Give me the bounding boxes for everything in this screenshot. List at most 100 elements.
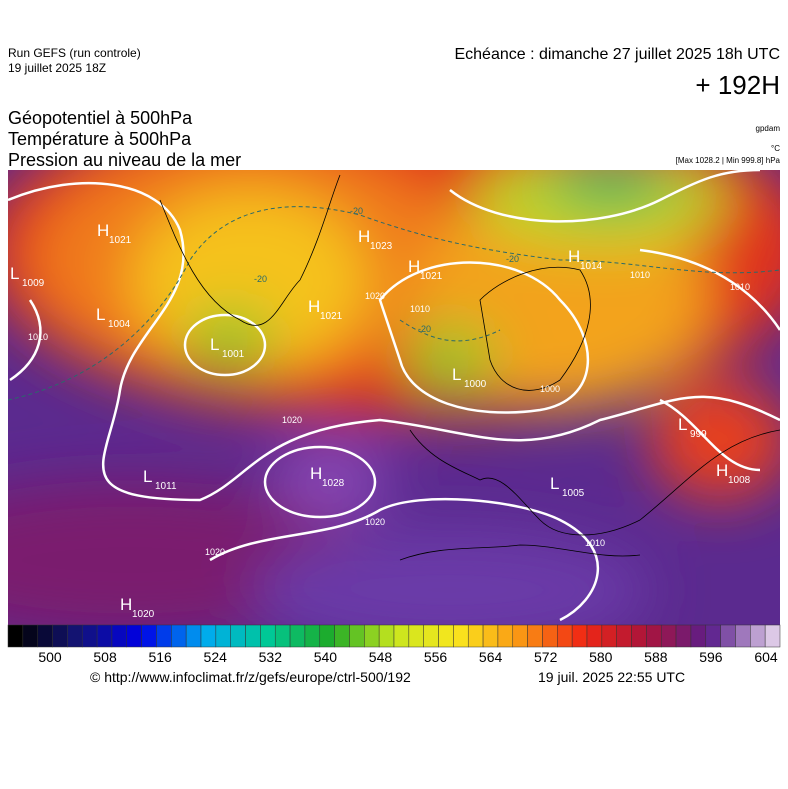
colorbar-swatch: [705, 624, 721, 648]
center-letter: H: [120, 595, 132, 614]
colorbar-swatch: [141, 624, 157, 648]
title: Température à 500hPa: [8, 129, 192, 149]
colorbar-swatch: [185, 624, 202, 648]
center-value: 1005: [562, 488, 585, 499]
isobar-label: 1020: [282, 415, 302, 425]
isobar-label: 1010: [630, 270, 650, 280]
isobar-label: 1010: [585, 538, 605, 548]
isobar-label: 1010: [28, 332, 48, 342]
colorbar-swatch: [37, 624, 53, 648]
isotherm-label: -20: [418, 324, 431, 334]
colorbar-label: 524: [204, 649, 228, 665]
center-value: 1004: [108, 319, 131, 330]
colorbar-label: 596: [699, 649, 723, 665]
title: Géopotentiel à 500hPa: [8, 108, 193, 128]
colorbar-swatch: [111, 624, 128, 648]
isobars: [8, 170, 780, 622]
center-letter: H: [97, 221, 109, 240]
run-name: Run GEFS (run controle): [8, 46, 141, 60]
center-value: 1021: [320, 311, 343, 322]
colorbar-swatch: [750, 624, 766, 648]
colorbar-swatch: [512, 624, 528, 648]
center-letter: L: [143, 467, 152, 486]
colorbar-label: 500: [38, 649, 62, 665]
coastlines: [159, 174, 780, 561]
colorbar-swatch: [631, 624, 647, 648]
field: [8, 170, 780, 625]
colorbar-swatch: [334, 624, 350, 648]
center-value: 1001: [222, 349, 245, 360]
source-url: © http://www.infoclimat.fr/z/gefs/europe…: [90, 669, 411, 685]
colorbar-swatch: [735, 624, 751, 648]
center-value: 1028: [322, 478, 345, 489]
colorbar-swatch: [438, 624, 454, 648]
colorbar-label: 604: [754, 649, 778, 665]
colorbar-label: 548: [369, 649, 393, 665]
center-value: 1000: [464, 379, 487, 390]
center-letter: L: [10, 264, 19, 283]
center-letter: L: [550, 474, 559, 493]
pressure-centers: H1021L1009L1004L1001H1023H1021H1021H1014…: [10, 221, 751, 620]
colorbar-label: 508: [93, 649, 117, 665]
colorbar-swatch: [393, 624, 410, 648]
contour-labels: 1020 1010 1020 1020 1020 1010 1010 1010 1010 1000…: [28, 206, 750, 557]
center-letter: H: [408, 257, 420, 276]
center-value: 999: [690, 429, 707, 440]
colorbar-swatch: [408, 624, 424, 648]
colorbar-swatch: [616, 624, 632, 648]
colorbar-swatch: [67, 624, 83, 648]
colorbar-swatch: [646, 624, 662, 648]
colorbar-swatch: [215, 624, 231, 648]
valid-time: Echéance : dimanche 27 juillet 2025 18h …: [454, 46, 780, 63]
colorbar-label: 556: [424, 649, 448, 665]
colorbar-swatch: [423, 624, 439, 648]
colorbar-swatch: [349, 624, 365, 648]
colorbar-label: 564: [479, 649, 503, 665]
colorbar-swatch: [7, 624, 24, 648]
isotherm-label: -20: [506, 254, 519, 264]
colorbar-swatch: [126, 624, 142, 648]
center-value: 1020: [132, 609, 155, 620]
colorbar-swatch: [601, 624, 617, 648]
colorbar-swatch: [319, 624, 335, 648]
colorbar-swatch: [156, 624, 172, 648]
center-value: 1011: [155, 481, 177, 492]
colorbar-swatch: [467, 624, 484, 648]
colorbar-swatch: [364, 624, 380, 648]
colorbar-label: 572: [534, 649, 558, 665]
colorbar-swatch: [274, 624, 291, 648]
colorbar-label: 588: [644, 649, 668, 665]
colorbar-label: 540: [314, 649, 338, 665]
center-letter: H: [358, 227, 370, 246]
center-letter: L: [452, 365, 461, 384]
colorbar-swatch: [690, 624, 707, 648]
isotherm-label: -20: [350, 206, 363, 216]
colorbar-swatch: [482, 624, 499, 648]
isotherms: [8, 206, 780, 401]
colorbar-swatch: [378, 624, 395, 648]
isobar-label: 1020: [205, 547, 225, 557]
colorbar-swatch: [542, 624, 558, 648]
isotherm-label: -20: [254, 274, 267, 284]
isobar-label: 1000: [540, 384, 560, 394]
center-letter: L: [96, 305, 105, 324]
unit-label: [Max 1028.2 | Min 999.8] hPa: [675, 156, 780, 165]
colorbar-swatch: [22, 624, 38, 648]
center-letter: H: [308, 297, 320, 316]
colorbar-label: 532: [259, 649, 283, 665]
colorbar-swatch: [304, 624, 321, 648]
colorbar-label: 516: [148, 649, 172, 665]
colorbar-swatch: [764, 624, 781, 648]
center-value: 1009: [22, 278, 45, 289]
colorbar: 500 508 516 524 532 540 548 556 564 572 580 588 596 6…: [7, 624, 781, 665]
isobar-label: 1020: [365, 517, 385, 527]
center-value: 1021: [109, 235, 132, 246]
center-value: 1023: [370, 241, 393, 252]
colorbar-swatch: [200, 624, 217, 648]
lead-time: + 192H: [695, 70, 780, 100]
colorbar-swatch: [52, 624, 68, 648]
colorbar-swatch: [720, 624, 736, 648]
run-date: 19 juillet 2025 18Z: [8, 61, 107, 75]
